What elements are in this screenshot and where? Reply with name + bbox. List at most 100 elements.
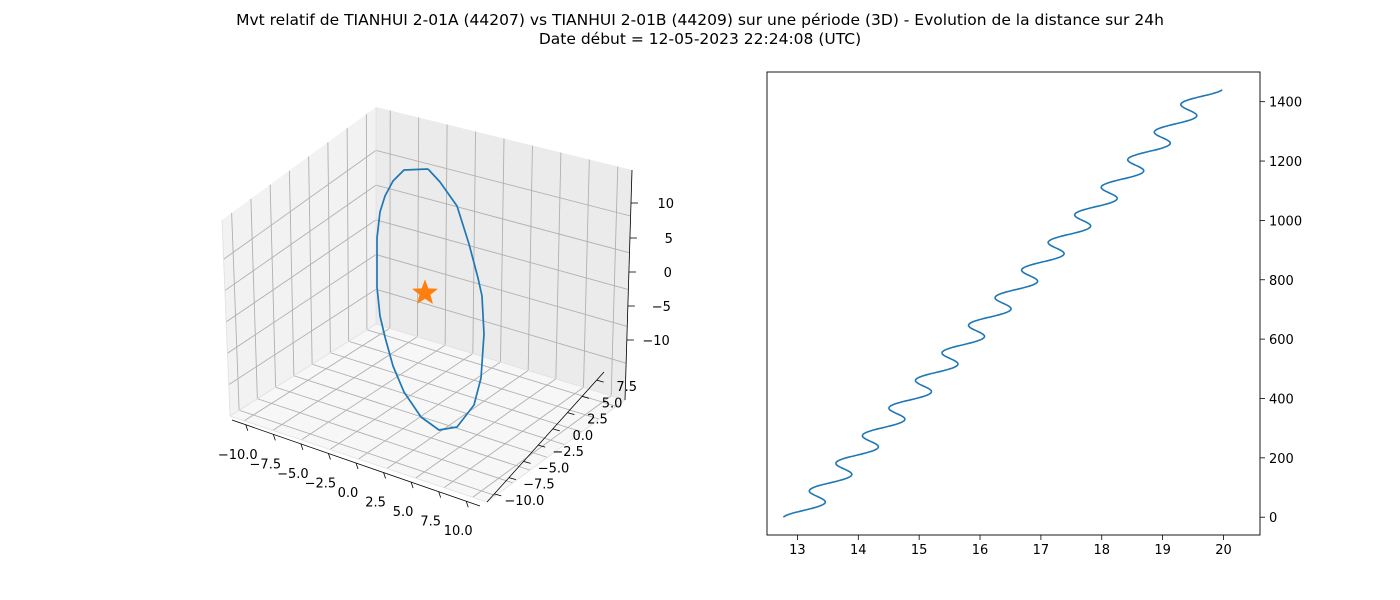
grid-line <box>308 156 313 365</box>
grid-line <box>386 370 529 469</box>
x-tick-label: −2.5 <box>305 476 337 491</box>
z-tick-label: 5 <box>665 232 673 247</box>
figure-title-line2: Date début = 12-05-2023 22:24:08 (UTC) <box>539 30 861 48</box>
y-tick-label: 400 <box>1269 392 1294 407</box>
x-tick-label: −7.5 <box>250 457 282 472</box>
y-tick-label: 1000 <box>1269 214 1302 229</box>
distance-time-plot: 13 14 15 16 17 18 19 20020040060080010001200140… <box>766 71 1302 558</box>
z-axis-line <box>624 169 633 401</box>
y-tick-label: 1200 <box>1269 155 1302 170</box>
x-tick-mark <box>328 453 331 460</box>
y-tick-mark <box>494 493 502 497</box>
x-tick-label: 2.5 <box>365 496 386 511</box>
x-tick-label: 0.0 <box>338 486 359 501</box>
y-tick-label: 2.5 <box>587 413 608 428</box>
x-tick-label: 13 <box>789 543 806 558</box>
grid-line <box>444 124 448 346</box>
grid-line <box>472 131 477 354</box>
y-tick-mark <box>523 460 531 464</box>
y-tick-label: 0.0 <box>572 429 593 444</box>
x-tick-mark <box>272 434 276 441</box>
grid-line <box>272 336 418 431</box>
grid-line <box>231 212 240 411</box>
origin-star-marker <box>411 279 439 305</box>
grid-line <box>358 361 501 460</box>
grid-line <box>311 363 565 446</box>
x-tick-label: 18 <box>1093 543 1110 558</box>
x-tick-label: 19 <box>1154 543 1171 558</box>
x-tick-label: 14 <box>850 543 867 558</box>
x-tick-mark <box>383 472 386 479</box>
z-tick-label: −5 <box>652 300 671 315</box>
y-tick-label: −5.0 <box>538 461 570 476</box>
x-tick-label: 17 <box>1033 543 1050 558</box>
grid-line <box>443 386 584 489</box>
x-tick-mark <box>245 424 249 431</box>
z-tick-label: −10 <box>642 334 669 349</box>
x-tick-mark <box>355 462 359 470</box>
grid-line <box>250 198 258 399</box>
grid-line <box>257 398 514 484</box>
x-tick-label: 15 <box>911 543 928 558</box>
grid-line <box>375 184 630 254</box>
x-tick-mark <box>300 443 304 451</box>
y-axis-line <box>486 371 605 503</box>
grid-line <box>375 254 628 327</box>
y-tick-mark <box>538 444 546 448</box>
grid-line <box>583 159 590 388</box>
grid-line <box>375 149 631 217</box>
pane-back <box>376 107 632 400</box>
y-tick-label: 0 <box>1269 511 1277 526</box>
x-tick-label: 10.0 <box>444 524 473 539</box>
x-tick-label: 16 <box>972 543 989 558</box>
pane-edge <box>229 415 488 503</box>
grid-line <box>366 329 617 407</box>
y-tick-label: 600 <box>1269 333 1294 348</box>
grid-line <box>228 288 377 386</box>
y-tick-mark <box>567 412 575 416</box>
grid-line <box>238 409 496 497</box>
pane-left <box>222 107 376 416</box>
y-tick-mark <box>596 379 604 383</box>
x-tick-mark <box>410 481 414 489</box>
y-tick-label: −10.0 <box>504 494 544 509</box>
pane-edge <box>221 219 231 417</box>
grid-line <box>223 150 377 260</box>
y-tick-label: 7.5 <box>616 380 637 395</box>
y-tick-label: −2.5 <box>552 445 584 460</box>
figure-title-line1: Mvt relatif de TIANHUI 2-01A (44207) vs … <box>236 11 1164 29</box>
x-tick-label: −10.0 <box>218 448 258 463</box>
x-tick-label: −5.0 <box>277 467 309 482</box>
distance-series-line <box>782 89 1223 518</box>
grid-line <box>415 378 557 479</box>
grid-line <box>227 254 377 354</box>
x-tick-label: 20 <box>1215 543 1232 558</box>
grid-line <box>610 166 619 396</box>
relative-motion-3d-plot: −10.0−7.5−5.0−2.50.02.55.07.510.0−10.0−7… <box>218 107 674 539</box>
plot-area <box>766 71 1261 536</box>
grid-line <box>225 219 377 323</box>
y-tick-mark <box>581 395 590 399</box>
y-tick-mark <box>552 428 560 432</box>
x-tick-label: 7.5 <box>420 515 441 530</box>
grid-line <box>330 352 583 433</box>
x-tick-mark <box>465 501 469 508</box>
grid-line <box>327 142 331 353</box>
z-tick-label: 10 <box>657 197 674 212</box>
y-tick-mark <box>508 477 517 481</box>
y-tick-label: 1400 <box>1269 96 1302 111</box>
y-tick-label: 200 <box>1269 452 1294 467</box>
pane-edge <box>486 399 626 503</box>
y-tick-label: 5.0 <box>602 396 623 411</box>
grid-line <box>417 117 420 337</box>
grid-line <box>224 184 377 291</box>
pane-edge <box>229 323 377 417</box>
grid-line <box>555 152 562 379</box>
grid-line <box>275 386 531 471</box>
z-tick-label: 0 <box>664 266 672 281</box>
pane-edge <box>375 323 626 401</box>
relative-orbit-line <box>376 168 485 431</box>
grid-line <box>527 145 533 371</box>
grid-line <box>329 353 474 450</box>
y-tick-label: −7.5 <box>523 478 555 493</box>
